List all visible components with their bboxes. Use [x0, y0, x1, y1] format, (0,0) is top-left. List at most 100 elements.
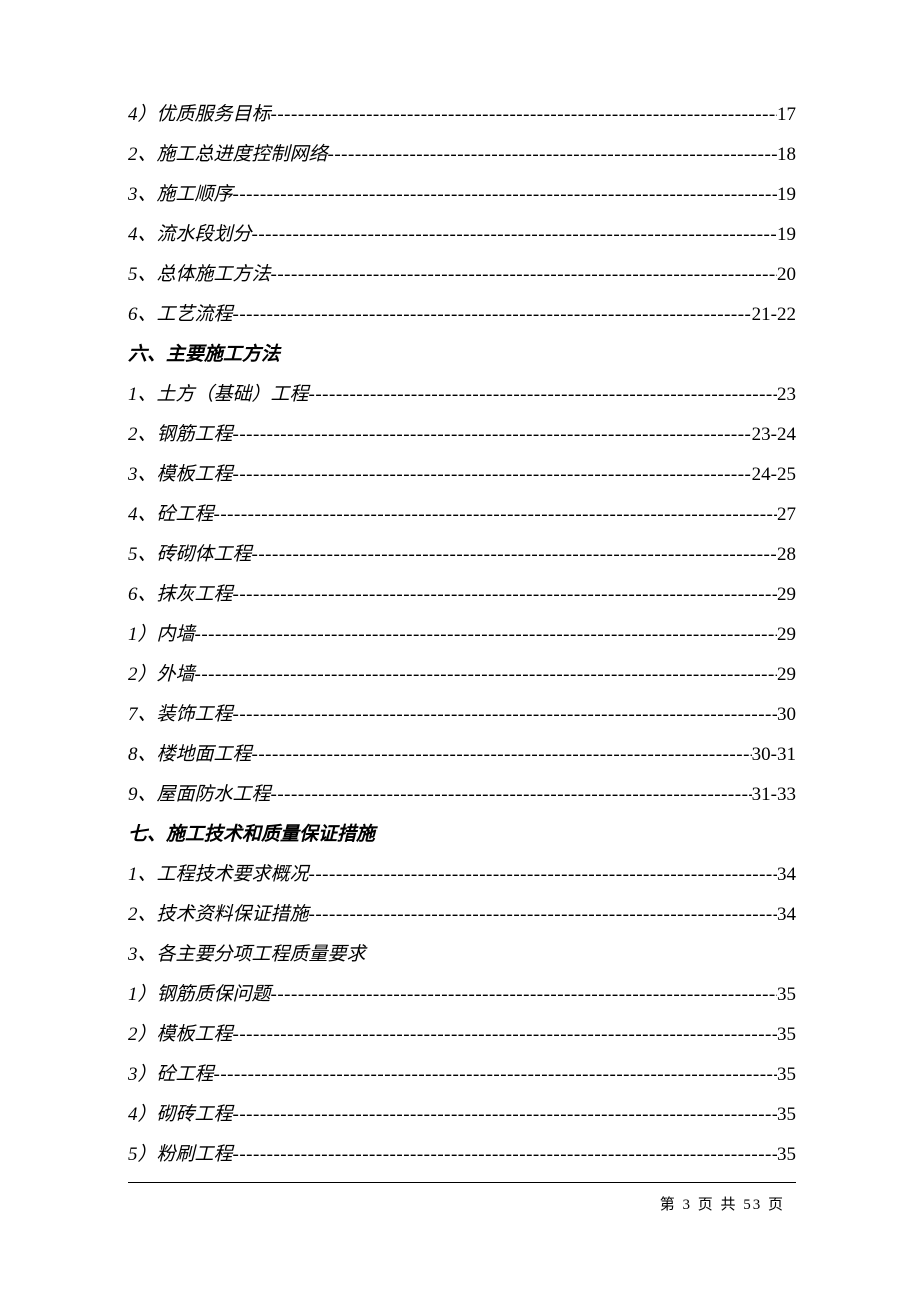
- toc-entry-label: 1、工程技术要求概况: [128, 865, 309, 884]
- toc-entry: 2、技术资料保证措施 34: [128, 905, 796, 924]
- toc-leader-dashes: [233, 305, 752, 324]
- toc-heading-plain: 3、各主要分项工程质量要求: [128, 945, 796, 964]
- toc-entry: 6、抹灰工程 29: [128, 585, 796, 604]
- toc-entry-page: 19: [777, 185, 796, 204]
- toc-entry: 1、工程技术要求概况 34: [128, 865, 796, 884]
- toc-leader-dashes: [309, 385, 777, 404]
- toc-leader-dashes: [252, 545, 777, 564]
- toc-entry: 4）砌砖工程 35: [128, 1105, 796, 1124]
- page-content: 4）优质服务目标 17 2、施工总进度控制网络 18 3、施工顺序 19 4、流水段划分 19…: [0, 0, 920, 1164]
- toc-entry-page: 20: [777, 265, 796, 284]
- toc-entry-label: 2、钢筋工程: [128, 425, 233, 444]
- toc-heading: 七、施工技术和质量保证措施: [128, 825, 796, 844]
- toc-entry-label: 2、技术资料保证措施: [128, 905, 309, 924]
- toc-leader-dashes: [271, 785, 752, 804]
- toc-leader-dashes: [271, 985, 777, 1004]
- toc-entry-label: 4、流水段划分: [128, 225, 252, 244]
- footer-prefix: 第: [660, 1197, 677, 1213]
- toc-heading-label: 3、各主要分项工程质量要求: [128, 945, 366, 964]
- toc-entry-label: 6、工艺流程: [128, 305, 233, 324]
- toc-entry-label: 4）砌砖工程: [128, 1105, 233, 1124]
- toc-entry-page: 17: [777, 105, 796, 124]
- footer-mid: 页 共: [698, 1197, 738, 1213]
- toc-entry-label: 5、总体施工方法: [128, 265, 271, 284]
- toc-entry-page: 29: [777, 665, 796, 684]
- toc-entry-page: 19: [777, 225, 796, 244]
- toc-entry-label: 7、装饰工程: [128, 705, 233, 724]
- toc-entry: 3、施工顺序 19: [128, 185, 796, 204]
- toc-entry-label: 9、屋面防水工程: [128, 785, 271, 804]
- toc-entry: 6、工艺流程 21-22: [128, 305, 796, 324]
- toc-entry: 2、钢筋工程 23-24: [128, 425, 796, 444]
- toc-entry-page: 35: [777, 1105, 796, 1124]
- toc-entry-page: 31-33: [752, 785, 796, 804]
- toc-entry-label: 2、施工总进度控制网络: [128, 145, 328, 164]
- toc-entry-page: 18: [777, 145, 796, 164]
- toc-leader-dashes: [271, 265, 777, 284]
- toc-leader-dashes: [309, 905, 777, 924]
- toc-entry: 8、楼地面工程 30-31: [128, 745, 796, 764]
- toc-entry: 1）内墙 29: [128, 625, 796, 644]
- toc-entry-label: 2）模板工程: [128, 1025, 233, 1044]
- toc-leader-dashes: [233, 705, 777, 724]
- toc-entry: 3、模板工程 24-25: [128, 465, 796, 484]
- toc-heading-label: 七、施工技术和质量保证措施: [128, 825, 375, 844]
- toc-leader-dashes: [252, 225, 777, 244]
- toc-leader-dashes: [328, 145, 777, 164]
- toc-entry-page: 35: [777, 1025, 796, 1044]
- toc-entry-label: 3）砼工程: [128, 1065, 214, 1084]
- toc-entry: 4、流水段划分 19: [128, 225, 796, 244]
- toc-entry-page: 27: [777, 505, 796, 524]
- toc-leader-dashes: [233, 1145, 777, 1164]
- toc-entry-page: 35: [777, 1145, 796, 1164]
- toc-entry-label: 1）内墙: [128, 625, 195, 644]
- toc-entry-label: 4、砼工程: [128, 505, 214, 524]
- toc-entry-page: 34: [777, 905, 796, 924]
- toc-leader-dashes: [195, 625, 777, 644]
- toc-entry: 2）模板工程 35: [128, 1025, 796, 1044]
- footer-total: 53: [743, 1197, 762, 1213]
- toc-entry: 5、砖砌体工程 28: [128, 545, 796, 564]
- toc-entry-label: 1、土方（基础）工程: [128, 385, 309, 404]
- toc-entry-page: 23: [777, 385, 796, 404]
- toc-entry-label: 1）钢筋质保问题: [128, 985, 271, 1004]
- toc-entry-label: 5、砖砌体工程: [128, 545, 252, 564]
- footer-page-number: 第 3 页 共 53 页: [660, 1193, 785, 1214]
- toc-entry: 9、屋面防水工程 31-33: [128, 785, 796, 804]
- toc-entry-label: 4）优质服务目标: [128, 105, 271, 124]
- toc-entry: 4、砼工程 27: [128, 505, 796, 524]
- footer-divider: [128, 1182, 796, 1183]
- toc-entry-page: 29: [777, 585, 796, 604]
- toc-heading-label: 六、主要施工方法: [128, 345, 280, 364]
- toc-entry-label: 2）外墙: [128, 665, 195, 684]
- toc-entry-page: 34: [777, 865, 796, 884]
- toc-entry-page: 28: [777, 545, 796, 564]
- toc-entry-page: 29: [777, 625, 796, 644]
- toc-entry: 1）钢筋质保问题35: [128, 985, 796, 1004]
- toc-entry-page: 30: [777, 705, 796, 724]
- toc-entry-label: 3、模板工程: [128, 465, 233, 484]
- toc-entry-label: 8、楼地面工程: [128, 745, 252, 764]
- toc-entry: 1、土方（基础）工程 23: [128, 385, 796, 404]
- toc-entry-page: 24-25: [752, 465, 796, 484]
- toc-entry-page: 21-22: [752, 305, 796, 324]
- toc-entry: 4）优质服务目标 17: [128, 105, 796, 124]
- toc-leader-dashes: [214, 1065, 777, 1084]
- footer-current: 3: [682, 1197, 692, 1213]
- toc-leader-dashes: [271, 105, 777, 124]
- toc-leader-dashes: [233, 1105, 777, 1124]
- toc-entry-page: 23-24: [752, 425, 796, 444]
- toc-entry: 7、装饰工程 30: [128, 705, 796, 724]
- toc-leader-dashes: [233, 1025, 777, 1044]
- toc-leader-dashes: [233, 185, 777, 204]
- toc-entry: 5）粉刷工程35: [128, 1145, 796, 1164]
- toc-entry: 3）砼工程35: [128, 1065, 796, 1084]
- toc-entry-label: 3、施工顺序: [128, 185, 233, 204]
- toc-entry-page: 30-31: [752, 745, 796, 764]
- footer-suffix: 页: [768, 1197, 785, 1213]
- toc-entry: 2）外墙 29: [128, 665, 796, 684]
- toc-leader-dashes: [233, 585, 777, 604]
- toc-leader-dashes: [195, 665, 777, 684]
- toc-leader-dashes: [252, 745, 752, 764]
- toc-entry-label: 6、抹灰工程: [128, 585, 233, 604]
